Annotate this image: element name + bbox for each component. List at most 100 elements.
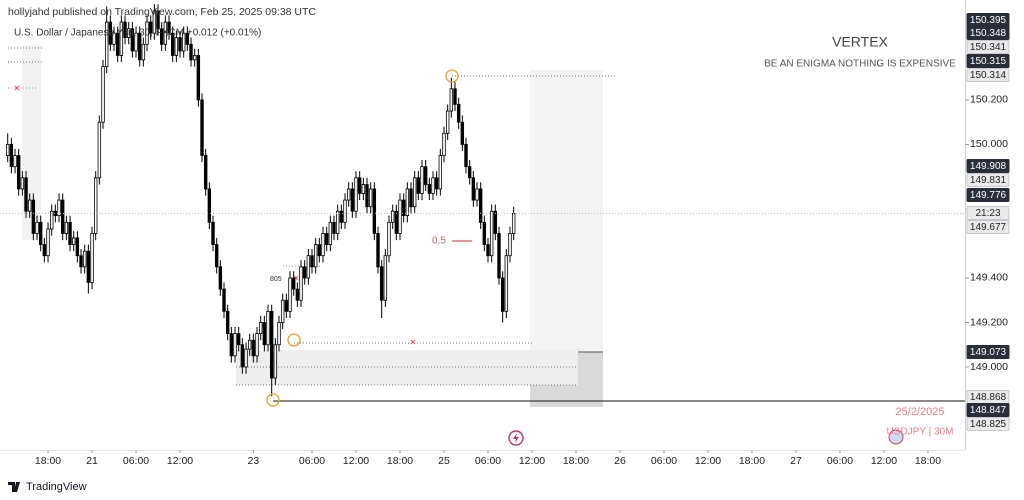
candle-body bbox=[379, 266, 384, 301]
candle-body bbox=[317, 244, 322, 257]
candle-body bbox=[27, 199, 32, 212]
price-label-box bbox=[966, 345, 1010, 359]
candle-body bbox=[357, 177, 362, 194]
candle-body bbox=[365, 184, 369, 208]
candle-body bbox=[75, 237, 80, 257]
candle-body bbox=[427, 184, 432, 194]
date-text: 25/2/2025 bbox=[896, 406, 945, 418]
footer: TradingView bbox=[26, 481, 87, 493]
candle-body bbox=[163, 21, 168, 45]
candle-body bbox=[368, 188, 373, 208]
x-tick-label: 18:00 bbox=[739, 455, 765, 467]
candle-body bbox=[497, 233, 501, 279]
candle-body bbox=[20, 177, 25, 190]
candle-body bbox=[354, 177, 358, 212]
candle-body bbox=[284, 299, 289, 312]
candle-body bbox=[456, 103, 461, 123]
candle-body bbox=[438, 155, 443, 190]
candle-body bbox=[453, 88, 457, 105]
small-label: 805 bbox=[270, 276, 282, 283]
price-label: 150.341 bbox=[970, 42, 1007, 53]
candle-body bbox=[240, 344, 245, 368]
price-label-box bbox=[966, 159, 1010, 173]
candle-body bbox=[489, 210, 494, 257]
candle-body bbox=[97, 121, 102, 179]
candle-body bbox=[420, 166, 424, 194]
candle-body bbox=[266, 310, 270, 346]
candle-body bbox=[189, 43, 193, 61]
candle-body bbox=[449, 88, 454, 112]
candle-body bbox=[339, 210, 344, 223]
candle-body bbox=[409, 188, 413, 208]
candle-body bbox=[335, 210, 340, 234]
candle-body bbox=[302, 266, 307, 279]
candle-body bbox=[42, 244, 47, 257]
candle-body bbox=[115, 32, 120, 56]
candle-body bbox=[152, 10, 157, 34]
candle-body bbox=[299, 266, 303, 301]
candle-body bbox=[49, 210, 54, 230]
candle-body bbox=[401, 199, 406, 217]
candle-body bbox=[394, 210, 399, 234]
candle-body bbox=[9, 144, 14, 168]
header: hollyjahd published on TradingView.com, … bbox=[8, 6, 316, 18]
candle-body bbox=[313, 244, 318, 268]
price-label-box bbox=[966, 54, 1010, 68]
y-tick-label: 150.000 bbox=[970, 138, 1008, 150]
candle-body bbox=[137, 32, 142, 61]
x-tick-label: 06:00 bbox=[827, 455, 853, 467]
x-tick-label: 06:00 bbox=[651, 455, 677, 467]
candle-body bbox=[229, 333, 234, 357]
candle-body bbox=[24, 177, 28, 212]
price-label: 148.847 bbox=[970, 405, 1007, 416]
candle-body bbox=[174, 37, 179, 56]
candle-body bbox=[332, 221, 336, 234]
candle-body bbox=[68, 221, 72, 245]
alert-icon[interactable] bbox=[508, 430, 524, 446]
candle-body bbox=[170, 32, 175, 56]
price-label: 149.677 bbox=[970, 222, 1007, 233]
symbol-text: USDJPY | 30M bbox=[887, 427, 954, 438]
candle-body bbox=[350, 188, 355, 212]
candle-body bbox=[112, 32, 116, 45]
candle-body bbox=[343, 199, 347, 223]
candle-body bbox=[35, 221, 39, 234]
candle-body bbox=[141, 43, 146, 61]
candle-body bbox=[321, 233, 325, 257]
price-label: 150.395 bbox=[970, 15, 1007, 26]
candle-body bbox=[423, 166, 428, 185]
candle-body bbox=[211, 221, 215, 245]
candle-body bbox=[508, 233, 512, 257]
candle-body bbox=[412, 177, 417, 208]
y-tick-label: 150.200 bbox=[970, 94, 1008, 106]
countdown: 21:23 bbox=[975, 208, 1000, 219]
price-label-box bbox=[966, 403, 1010, 417]
candle-body bbox=[255, 333, 259, 357]
candle-body bbox=[398, 199, 402, 234]
candle-body bbox=[504, 255, 509, 312]
candle-body bbox=[251, 339, 256, 357]
x-tick-label: 06:00 bbox=[475, 455, 501, 467]
candle-body bbox=[291, 277, 296, 290]
candle-body bbox=[185, 32, 190, 45]
candle-body bbox=[38, 221, 43, 245]
watermark-subtitle: BE AN ENIGMA NOTHING IS EXPENSIVE bbox=[764, 59, 956, 70]
candle-body bbox=[79, 255, 83, 268]
candle-body bbox=[130, 28, 135, 52]
candle-body bbox=[82, 250, 87, 268]
candle-body bbox=[16, 155, 21, 190]
candle-body bbox=[167, 21, 171, 34]
price-label: 150.315 bbox=[970, 56, 1007, 67]
price-label: 150.348 bbox=[970, 28, 1007, 39]
price-label-box bbox=[966, 173, 1010, 187]
candle-body bbox=[192, 55, 197, 61]
candle-body bbox=[277, 322, 281, 346]
footer-logo bbox=[8, 482, 20, 492]
candle-body bbox=[101, 66, 105, 123]
x-tick-label: 12:00 bbox=[519, 455, 545, 467]
candle-body bbox=[376, 233, 380, 268]
candle-body bbox=[511, 213, 516, 234]
